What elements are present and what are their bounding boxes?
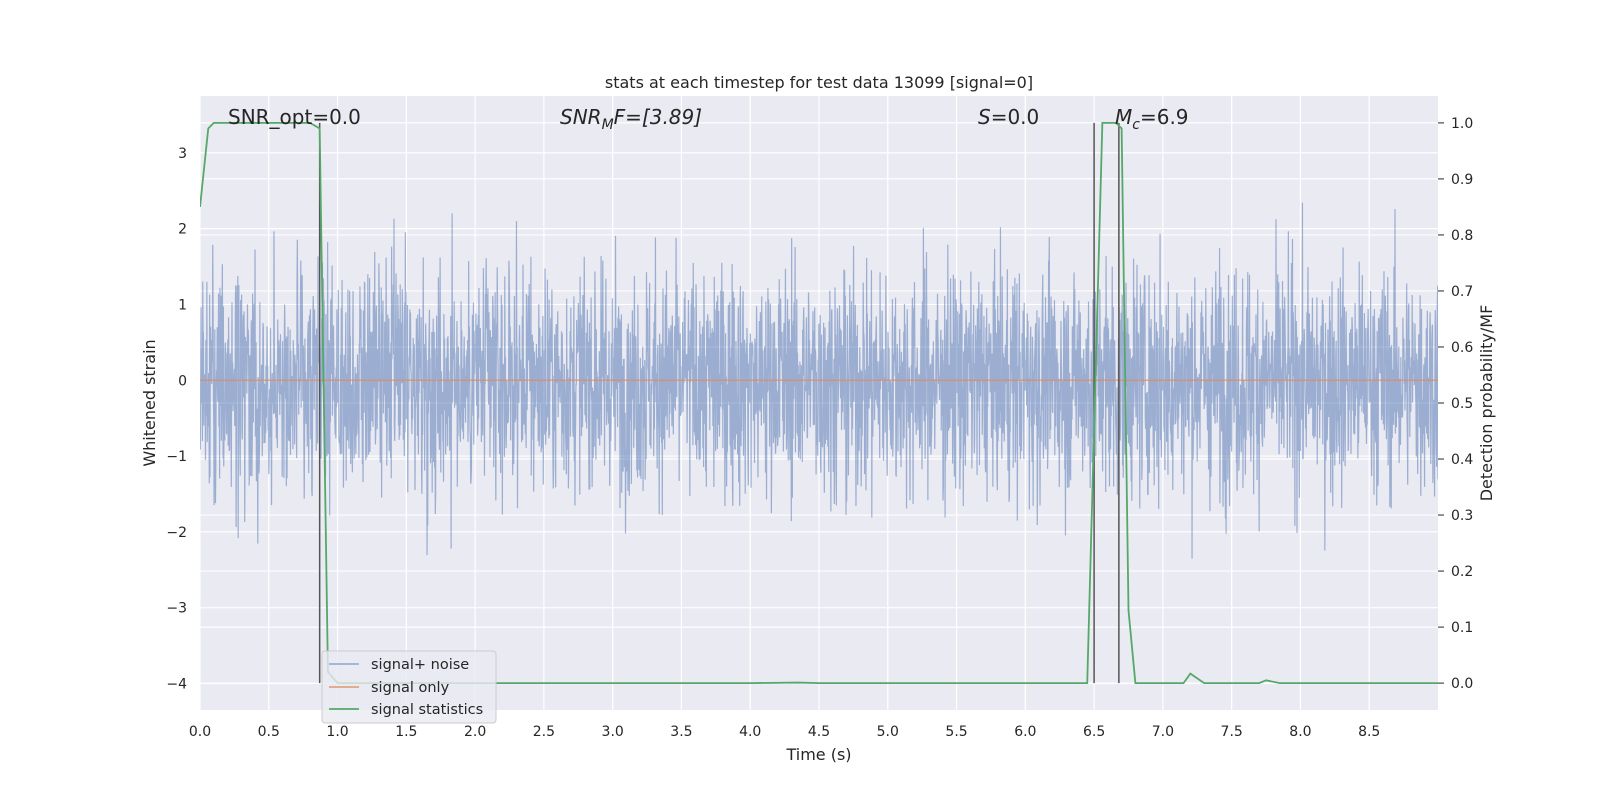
y2-tick-label: 0.1 (1451, 620, 1473, 636)
chart-title: stats at each timestep for test data 130… (605, 73, 1033, 92)
x-tick-label: 5.0 (877, 724, 899, 740)
x-tick-label: 7.5 (1221, 724, 1243, 740)
x-tick-label: 7.0 (1152, 724, 1174, 740)
x-axis-label: Time (s) (785, 745, 851, 764)
x-tick-label: 6.0 (1014, 724, 1036, 740)
x-tick-label: 8.5 (1358, 724, 1380, 740)
signal-statistics-line (200, 121, 1438, 685)
y-tick-label: 3 (178, 146, 187, 162)
x-tick-label: 0.5 (258, 724, 280, 740)
y-tick-label: −4 (166, 676, 187, 692)
snr-mf-label: SNR (560, 105, 602, 129)
y-tick-label: −2 (166, 525, 187, 541)
snr-mf-f: F=[3.89] (614, 105, 702, 129)
y-tick-label: −1 (166, 449, 187, 465)
s-label: S (978, 105, 991, 129)
mc-value: =6.9 (1140, 105, 1189, 129)
x-tick-label: 4.5 (808, 724, 830, 740)
x-tick-label: 0.0 (189, 724, 211, 740)
x-tick-label: 2.0 (464, 724, 486, 740)
snr-mf-subscript: M (602, 117, 614, 133)
annotation-snr-mf: SNRMF=[3.89] (560, 105, 702, 133)
y2-axis-label: Detection probability/MF (1477, 305, 1496, 502)
legend-label-signal-statistics: signal statistics (371, 702, 483, 718)
legend-label-signal-only: signal only (371, 680, 450, 696)
y2-tick-label: 1.0 (1451, 116, 1473, 132)
y-tick-label: 2 (178, 222, 187, 238)
y2-tick-label: 0.9 (1451, 172, 1473, 188)
y2-tick-label: 0.6 (1451, 340, 1473, 356)
s-value: =0.0 (991, 105, 1040, 129)
y-axis-label: Whitened strain (140, 339, 159, 466)
y2-tick-label: 0.0 (1451, 676, 1473, 692)
x-tick-label: 3.5 (670, 724, 692, 740)
x-tick-label: 5.5 (945, 724, 967, 740)
signal-noise-series (200, 202, 1438, 559)
x-tick-label: 2.5 (533, 724, 555, 740)
legend-box (321, 650, 497, 724)
x-tick-label: 4.0 (739, 724, 761, 740)
legend: signal+ noise signal only signal statist… (321, 650, 497, 724)
mc-label: M (1115, 105, 1132, 129)
x-tick-label: 6.5 (1083, 724, 1105, 740)
y2-tick-label: 0.4 (1451, 452, 1473, 468)
y-axis-ticks: 3 2 1 0 −1 −2 −3 −4 (166, 146, 187, 693)
y-tick-label: 1 (178, 297, 187, 313)
signal-statistics-series (200, 121, 1438, 685)
annotation-mc: Mc=6.9 (1115, 105, 1189, 133)
signal-noise-line (200, 202, 1438, 559)
x-tick-label: 1.5 (395, 724, 417, 740)
y2-tick-label: 0.3 (1451, 508, 1473, 524)
y-tick-label: −3 (166, 601, 187, 617)
x-axis-ticks: 0.0 0.5 1.0 1.5 2.0 2.5 3.0 3.5 4.0 4.5 5.0 5.5 6.0 6… (189, 724, 1380, 740)
y2-tick-label: 0.2 (1451, 564, 1473, 580)
y-tick-label: 0 (178, 373, 187, 389)
x-tick-label: 3.0 (602, 724, 624, 740)
y2-axis-ticks: 1.0 0.9 0.8 0.7 0.6 0.5 0.4 0.3 0.2 0.1 0.0 (1438, 116, 1473, 692)
mc-subscript: c (1132, 117, 1140, 133)
y2-tick-label: 0.5 (1451, 396, 1473, 412)
x-tick-label: 8.0 (1289, 724, 1311, 740)
legend-label-signal-noise: signal+ noise (371, 657, 469, 673)
x-tick-label: 1.0 (326, 724, 348, 740)
annotation-s: S=0.0 (978, 105, 1039, 129)
annotation-snr-opt: SNR_opt=0.0 (228, 105, 361, 129)
y2-tick-label: 0.7 (1451, 284, 1473, 300)
y2-tick-label: 0.8 (1451, 228, 1473, 244)
